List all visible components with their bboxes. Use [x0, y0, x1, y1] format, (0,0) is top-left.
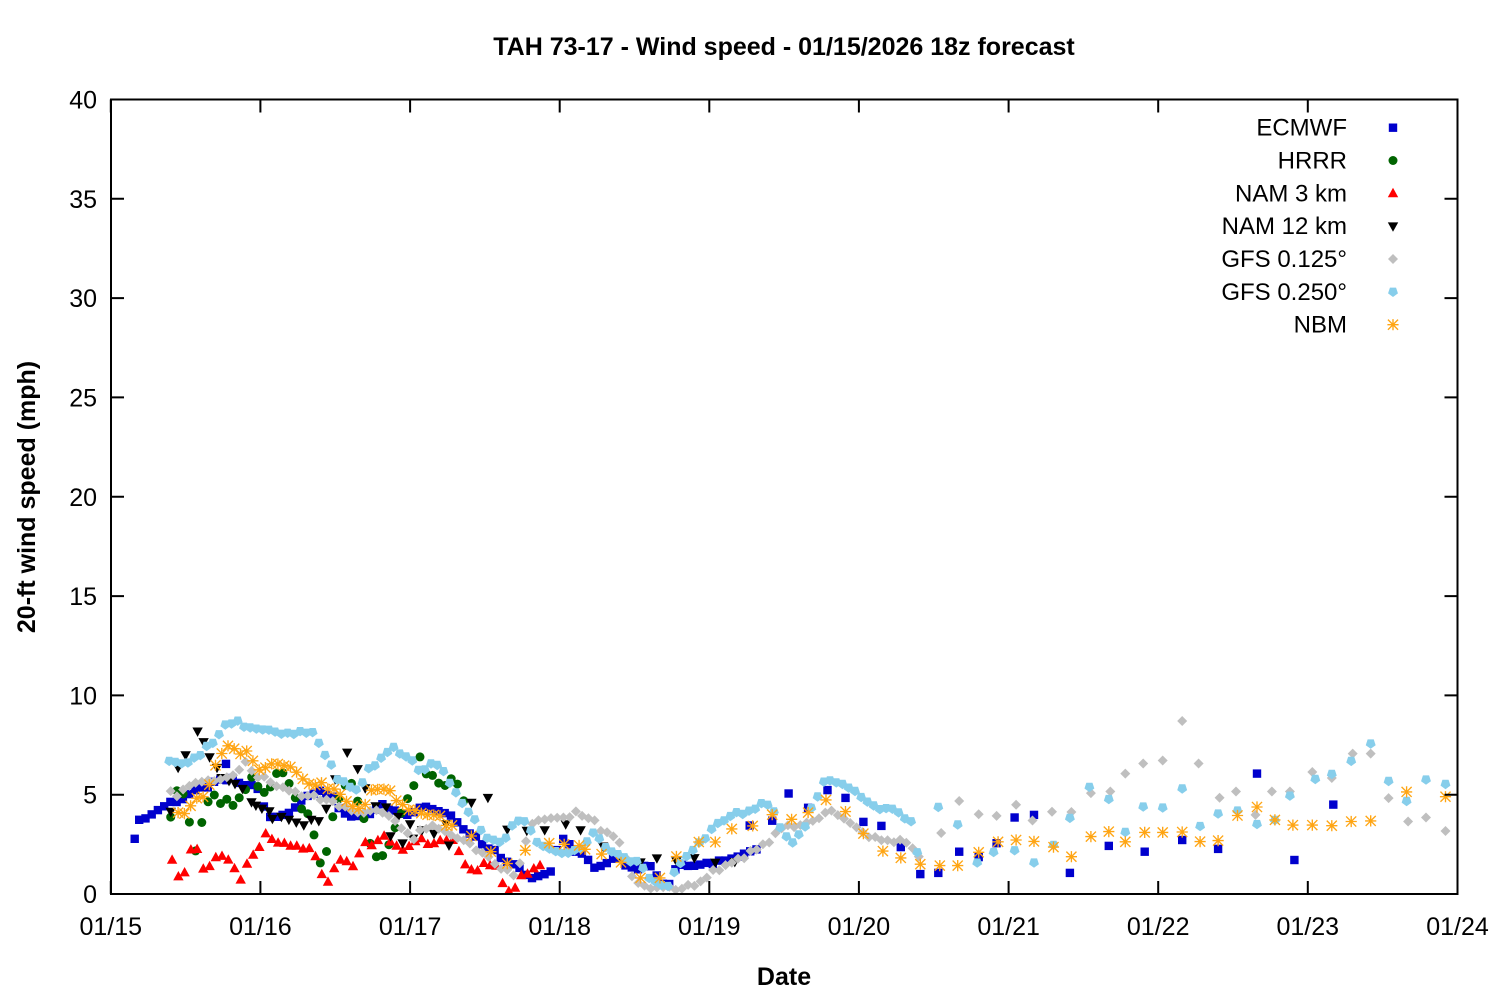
svg-text:NAM 3 km: NAM 3 km — [1235, 180, 1347, 207]
svg-text:01/24: 01/24 — [1426, 913, 1489, 941]
svg-text:01/18: 01/18 — [528, 913, 591, 941]
svg-text:40: 40 — [69, 87, 97, 115]
svg-text:5: 5 — [83, 782, 97, 810]
svg-text:ECMWF: ECMWF — [1256, 115, 1347, 142]
svg-text:01/22: 01/22 — [1127, 913, 1190, 941]
svg-text:10: 10 — [69, 682, 97, 710]
svg-text:NAM 12 km: NAM 12 km — [1222, 213, 1347, 240]
svg-text:HRRR: HRRR — [1278, 148, 1347, 175]
svg-text:NBM: NBM — [1294, 312, 1347, 339]
svg-text:01/20: 01/20 — [828, 913, 891, 941]
svg-text:01/19: 01/19 — [678, 913, 741, 941]
svg-text:15: 15 — [69, 583, 97, 611]
svg-text:GFS 0.250°: GFS 0.250° — [1221, 279, 1347, 306]
svg-text:30: 30 — [69, 285, 97, 313]
svg-text:20: 20 — [69, 484, 97, 512]
svg-text:Date: Date — [757, 963, 811, 991]
svg-text:01/16: 01/16 — [229, 913, 292, 941]
svg-text:TAH 73-17 - Wind speed - 01/15: TAH 73-17 - Wind speed - 01/15/2026 18z … — [493, 33, 1075, 61]
svg-text:35: 35 — [69, 186, 97, 214]
svg-text:GFS 0.125°: GFS 0.125° — [1221, 246, 1347, 273]
svg-text:0: 0 — [83, 881, 97, 909]
svg-text:01/21: 01/21 — [977, 913, 1040, 941]
svg-text:01/15: 01/15 — [80, 913, 143, 941]
svg-text:01/17: 01/17 — [379, 913, 442, 941]
svg-text:25: 25 — [69, 384, 97, 412]
svg-text:20-ft wind speed (mph): 20-ft wind speed (mph) — [13, 361, 41, 633]
svg-text:01/23: 01/23 — [1277, 913, 1340, 941]
